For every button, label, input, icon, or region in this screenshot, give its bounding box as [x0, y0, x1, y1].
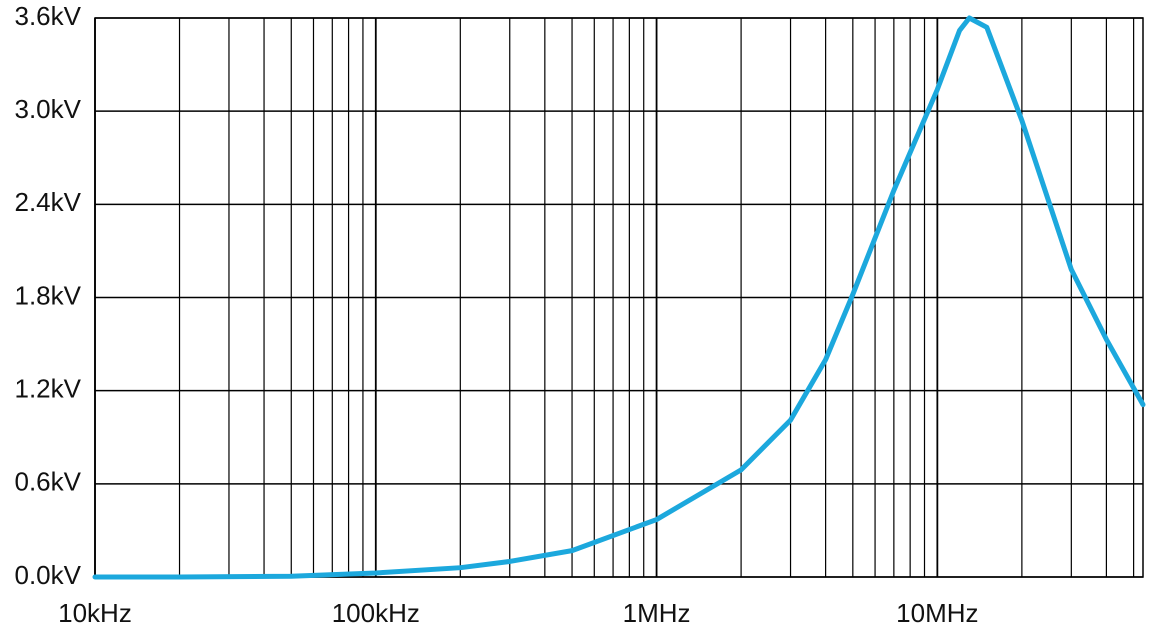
y-tick-label: 0.0kV — [15, 560, 82, 590]
y-tick-label: 2.4kV — [15, 187, 82, 217]
y-tick-label: 0.6kV — [15, 467, 82, 497]
x-tick-label: 10kHz — [58, 598, 132, 628]
y-tick-label: 3.6kV — [15, 1, 82, 31]
y-tick-label: 3.0kV — [15, 94, 82, 124]
plot-border — [94, 17, 1144, 578]
x-tick-label: 10MHz — [896, 598, 978, 628]
x-tick-label: 1MHz — [623, 598, 691, 628]
y-tick-label: 1.2kV — [15, 374, 82, 404]
data-line — [92, 15, 1146, 580]
y-tick-label: 1.8kV — [15, 280, 82, 310]
x-tick-label: 100kHz — [332, 598, 420, 628]
